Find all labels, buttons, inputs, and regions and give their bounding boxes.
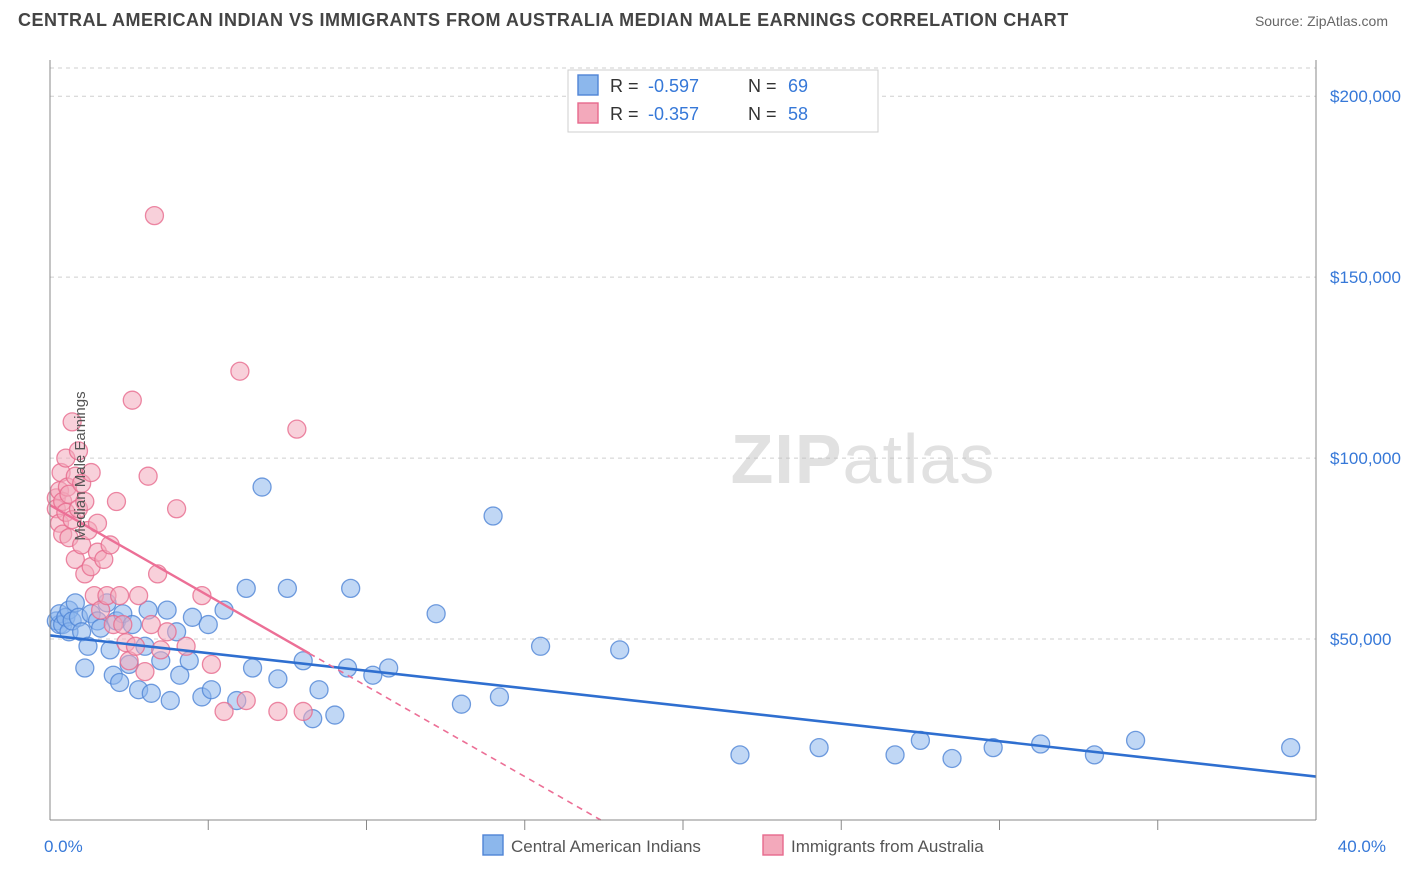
data-point xyxy=(237,692,255,710)
data-point xyxy=(130,587,148,605)
data-point xyxy=(611,641,629,659)
data-point xyxy=(490,688,508,706)
data-point xyxy=(231,362,249,380)
data-point xyxy=(294,702,312,720)
data-point xyxy=(237,579,255,597)
stats-n-label: N = xyxy=(748,104,777,124)
legend-label: Immigrants from Australia xyxy=(791,837,984,856)
y-tick-label: $150,000 xyxy=(1330,268,1401,287)
data-point xyxy=(452,695,470,713)
data-point xyxy=(326,706,344,724)
legend-swatch xyxy=(578,75,598,95)
data-point xyxy=(484,507,502,525)
legend-swatch xyxy=(578,103,598,123)
data-point xyxy=(142,684,160,702)
stats-n-label: N = xyxy=(748,76,777,96)
data-point xyxy=(1127,731,1145,749)
x-axis-min-label: 0.0% xyxy=(44,837,83,856)
data-point xyxy=(278,579,296,597)
stats-r-value: -0.357 xyxy=(648,104,699,124)
data-point xyxy=(145,207,163,225)
data-point xyxy=(342,579,360,597)
data-point xyxy=(288,420,306,438)
data-point xyxy=(215,702,233,720)
data-point xyxy=(158,601,176,619)
chart-title: CENTRAL AMERICAN INDIAN VS IMMIGRANTS FR… xyxy=(18,10,1069,31)
data-point xyxy=(310,681,328,699)
data-point xyxy=(1085,746,1103,764)
x-axis-max-label: 40.0% xyxy=(1338,837,1386,856)
data-point xyxy=(152,641,170,659)
data-point xyxy=(943,749,961,767)
stats-r-label: R = xyxy=(610,104,639,124)
y-tick-label: $100,000 xyxy=(1330,449,1401,468)
stats-r-label: R = xyxy=(610,76,639,96)
source-attribution: Source: ZipAtlas.com xyxy=(1255,13,1388,29)
data-point xyxy=(810,739,828,757)
data-point xyxy=(244,659,262,677)
data-point xyxy=(294,652,312,670)
data-point xyxy=(161,692,179,710)
data-point xyxy=(136,663,154,681)
data-point xyxy=(114,616,132,634)
data-point xyxy=(427,605,445,623)
data-point xyxy=(168,500,186,518)
legend-label: Central American Indians xyxy=(511,837,701,856)
data-point xyxy=(731,746,749,764)
legend-swatch xyxy=(763,835,783,855)
source-site: ZipAtlas.com xyxy=(1307,13,1388,29)
data-point xyxy=(253,478,271,496)
legend-swatch xyxy=(483,835,503,855)
data-point xyxy=(202,681,220,699)
stats-n-value: 69 xyxy=(788,76,808,96)
watermark: ZIPatlas xyxy=(731,420,996,498)
data-point xyxy=(107,493,125,511)
data-point xyxy=(886,746,904,764)
scatter-chart: $50,000 $100,000 $150,000 $200,000 ZIPatlas 0… xyxy=(0,40,1406,892)
data-point xyxy=(532,637,550,655)
data-point xyxy=(123,391,141,409)
stats-n-value: 58 xyxy=(788,104,808,124)
source-label: Source: xyxy=(1255,13,1303,29)
data-point xyxy=(1282,739,1300,757)
data-point xyxy=(111,587,129,605)
data-point xyxy=(139,467,157,485)
data-point xyxy=(202,655,220,673)
data-point xyxy=(158,623,176,641)
data-point xyxy=(269,702,287,720)
y-axis-label: Median Male Earnings xyxy=(72,391,89,540)
data-point xyxy=(76,659,94,677)
stats-r-value: -0.597 xyxy=(648,76,699,96)
data-point xyxy=(111,673,129,691)
data-point xyxy=(269,670,287,688)
y-tick-label: $50,000 xyxy=(1330,630,1391,649)
data-point xyxy=(199,616,217,634)
trend-line-extrapolated xyxy=(310,654,601,820)
y-tick-label: $200,000 xyxy=(1330,87,1401,106)
